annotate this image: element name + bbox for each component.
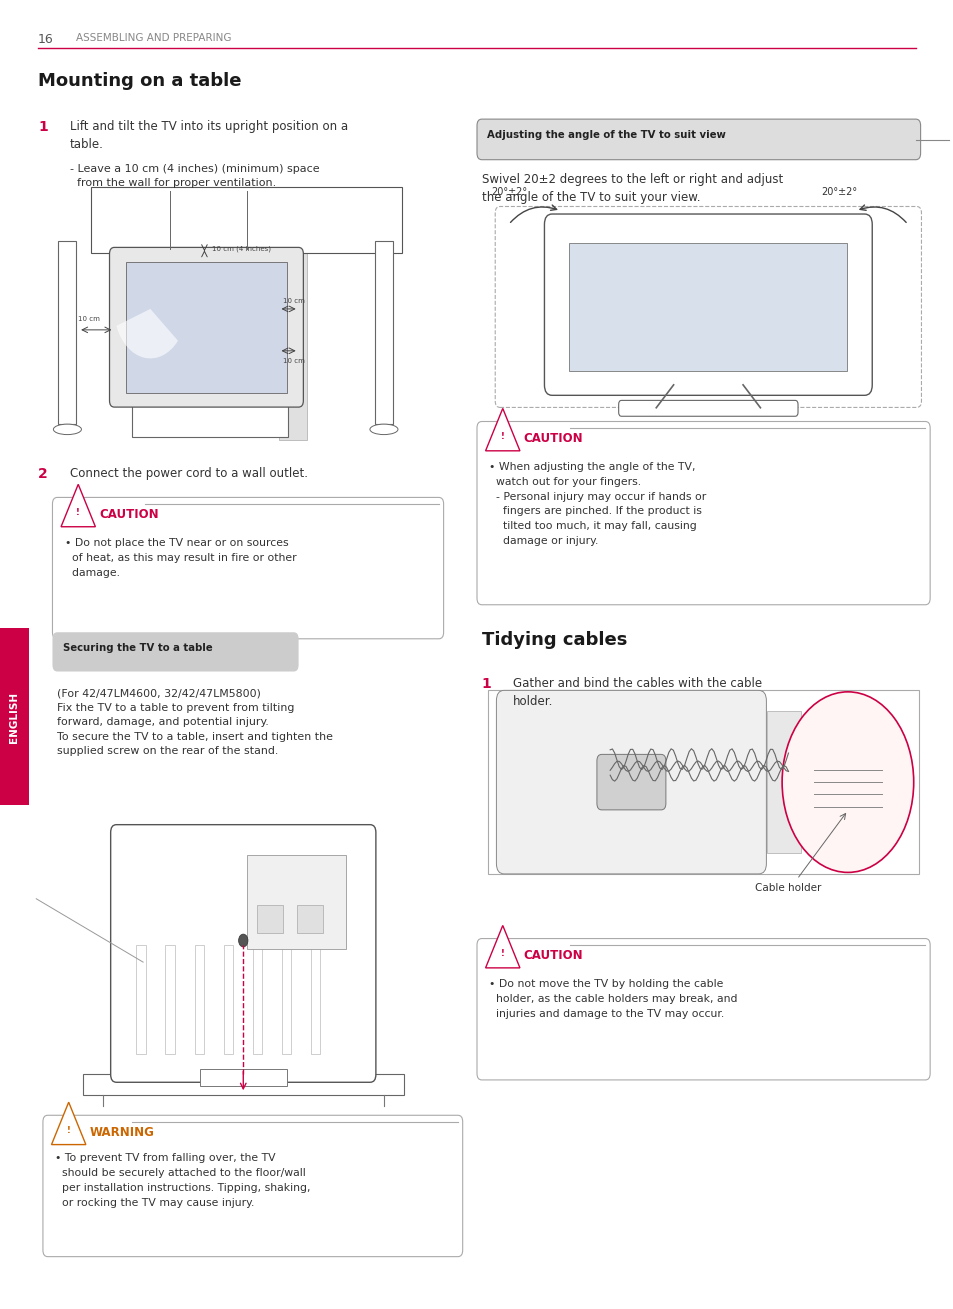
FancyBboxPatch shape <box>766 712 801 853</box>
FancyBboxPatch shape <box>247 855 346 949</box>
Text: 20°±2°: 20°±2° <box>491 187 527 198</box>
Text: Swivel 20±2 degrees to the left or right and adjust
the angle of the TV to suit : Swivel 20±2 degrees to the left or right… <box>481 173 782 204</box>
FancyBboxPatch shape <box>200 1068 286 1086</box>
Text: WARNING: WARNING <box>90 1126 154 1139</box>
Text: 2: 2 <box>38 467 48 482</box>
Text: 10 cm: 10 cm <box>282 359 304 364</box>
FancyBboxPatch shape <box>496 690 765 874</box>
Text: !: ! <box>67 1126 71 1135</box>
FancyBboxPatch shape <box>43 1115 462 1257</box>
Text: 10 cm (4 inches): 10 cm (4 inches) <box>213 246 272 253</box>
FancyBboxPatch shape <box>91 187 401 253</box>
Text: 1: 1 <box>38 120 48 135</box>
Text: !: ! <box>500 949 504 958</box>
FancyBboxPatch shape <box>597 754 665 810</box>
FancyBboxPatch shape <box>488 690 918 874</box>
Polygon shape <box>485 925 519 967</box>
FancyBboxPatch shape <box>110 247 303 407</box>
FancyBboxPatch shape <box>476 421 929 605</box>
Text: Tidying cables: Tidying cables <box>481 631 626 649</box>
Polygon shape <box>51 1102 86 1144</box>
Text: CAUTION: CAUTION <box>523 949 583 962</box>
Text: - Leave a 10 cm (4 inches) (minimum) space
  from the wall for proper ventilatio: - Leave a 10 cm (4 inches) (minimum) spa… <box>70 164 319 188</box>
Text: ASSEMBLING AND PREPARING: ASSEMBLING AND PREPARING <box>76 33 232 43</box>
Ellipse shape <box>370 424 397 435</box>
Wedge shape <box>116 309 178 359</box>
Text: CAUTION: CAUTION <box>99 508 158 521</box>
Text: Mounting on a table: Mounting on a table <box>38 72 241 90</box>
FancyBboxPatch shape <box>618 401 797 416</box>
Text: !: ! <box>76 508 80 517</box>
Text: Cable holder: Cable holder <box>755 882 821 893</box>
Text: • Do not place the TV near or on sources
  of heat, as this may result in fire o: • Do not place the TV near or on sources… <box>65 538 296 577</box>
Text: • When adjusting the angle of the TV,
  watch out for your fingers.
  - Personal: • When adjusting the angle of the TV, wa… <box>489 462 706 546</box>
Text: !: ! <box>500 432 504 441</box>
FancyBboxPatch shape <box>0 628 29 805</box>
Text: Lift and tilt the TV into its upright position on a
table.: Lift and tilt the TV into its upright po… <box>70 120 348 152</box>
FancyBboxPatch shape <box>476 939 929 1080</box>
FancyBboxPatch shape <box>52 497 443 639</box>
FancyBboxPatch shape <box>569 243 846 372</box>
FancyBboxPatch shape <box>278 204 306 440</box>
Ellipse shape <box>53 424 81 435</box>
FancyBboxPatch shape <box>58 241 76 424</box>
FancyBboxPatch shape <box>476 119 920 160</box>
Text: Adjusting the angle of the TV to suit view: Adjusting the angle of the TV to suit vi… <box>487 130 725 140</box>
FancyBboxPatch shape <box>126 262 286 393</box>
FancyBboxPatch shape <box>111 825 375 1083</box>
Text: 1: 1 <box>481 677 491 691</box>
Polygon shape <box>61 484 95 526</box>
FancyBboxPatch shape <box>375 241 393 424</box>
Circle shape <box>781 692 913 872</box>
Text: 20°±2°: 20°±2° <box>821 187 857 198</box>
Text: ENGLISH: ENGLISH <box>10 691 19 744</box>
Circle shape <box>238 935 248 946</box>
FancyBboxPatch shape <box>132 401 288 437</box>
Text: 10 cm: 10 cm <box>282 298 304 304</box>
Text: (For 42/47LM4600, 32/42/47LM5800)
Fix the TV to a table to prevent from tilting
: (For 42/47LM4600, 32/42/47LM5800) Fix th… <box>57 689 333 757</box>
Text: 10 cm: 10 cm <box>78 317 100 322</box>
Text: CAUTION: CAUTION <box>523 432 583 445</box>
Polygon shape <box>485 408 519 450</box>
FancyBboxPatch shape <box>296 905 323 933</box>
Text: 16: 16 <box>38 33 54 46</box>
FancyBboxPatch shape <box>52 632 298 672</box>
Text: Gather and bind the cables with the cable
holder.: Gather and bind the cables with the cabl… <box>513 677 761 708</box>
Text: Securing the TV to a table: Securing the TV to a table <box>63 643 213 653</box>
Text: Connect the power cord to a wall outlet.: Connect the power cord to a wall outlet. <box>70 467 307 480</box>
FancyBboxPatch shape <box>83 1075 403 1094</box>
FancyBboxPatch shape <box>256 905 283 933</box>
Text: • Do not move the TV by holding the cable
  holder, as the cable holders may bre: • Do not move the TV by holding the cabl… <box>489 979 737 1018</box>
FancyBboxPatch shape <box>544 215 871 395</box>
Text: • To prevent TV from falling over, the TV
  should be securely attached to the f: • To prevent TV from falling over, the T… <box>55 1153 311 1208</box>
